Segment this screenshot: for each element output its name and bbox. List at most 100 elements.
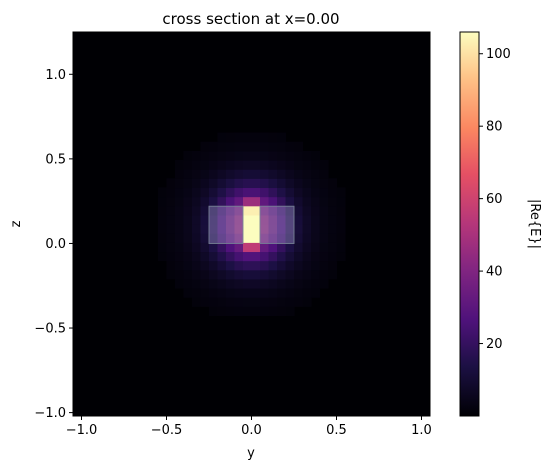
heatmap-cell xyxy=(200,205,210,216)
heatmap-cell xyxy=(268,187,278,198)
heatmap-cell xyxy=(302,233,312,243)
heatmap-cell xyxy=(336,233,346,243)
heatmap-cell xyxy=(311,224,321,234)
heatmap-cell xyxy=(328,260,338,271)
heatmap-cell xyxy=(243,187,253,198)
heatmap-cell xyxy=(294,269,304,280)
heatmap-cell xyxy=(226,288,236,298)
heatmap-cell xyxy=(209,160,219,170)
heatmap-cell xyxy=(209,178,219,189)
x-tick-label: 0.5 xyxy=(326,423,347,438)
heatmap-cell xyxy=(294,205,304,216)
colorbar-tick-label: 100 xyxy=(486,47,511,62)
heatmap-cell xyxy=(175,169,185,179)
heatmap-cell xyxy=(285,288,295,298)
heatmap-cell xyxy=(217,178,227,189)
waveguide-structures xyxy=(208,205,295,244)
heatmap-cell xyxy=(277,196,287,207)
heatmap-cell xyxy=(234,269,244,280)
heatmap-cell xyxy=(260,260,270,271)
heatmap-cell xyxy=(311,150,321,161)
heatmap-cell xyxy=(285,196,295,207)
heatmap-cell xyxy=(175,160,185,170)
heatmap-cell xyxy=(328,187,338,198)
heatmap-cell xyxy=(251,242,261,253)
heatmap-cell xyxy=(192,242,202,253)
heatmap-cell xyxy=(277,278,287,289)
heatmap-cell xyxy=(200,297,210,307)
heatmap-cell xyxy=(268,242,278,253)
heatmap-cell xyxy=(200,196,210,207)
heatmap-cell xyxy=(243,269,253,280)
y-tick-label: −0.5 xyxy=(34,322,66,337)
heatmap-cell xyxy=(268,233,278,243)
heatmap-cell xyxy=(268,251,278,262)
heatmap-cell xyxy=(200,141,210,152)
left-waveguide xyxy=(208,205,244,244)
heatmap-cell xyxy=(192,187,202,198)
y-axis: −1.0 −0.5 0.0 0.5 1.0 xyxy=(34,68,73,421)
heatmap-cell xyxy=(175,178,185,189)
heatmap-cell xyxy=(192,224,202,234)
heatmap-cell xyxy=(251,224,261,234)
heatmap-cell xyxy=(311,260,321,271)
heatmap-cell xyxy=(319,196,329,207)
heatmap-cell xyxy=(243,169,253,179)
heatmap-cell xyxy=(166,269,176,280)
heatmap-cell xyxy=(243,214,253,225)
heatmap-cell xyxy=(285,205,295,216)
heatmap-cell xyxy=(251,132,261,143)
heatmap-cell xyxy=(209,169,219,179)
heatmap-cell xyxy=(226,297,236,307)
heatmap-cell xyxy=(294,242,304,253)
heatmap-cell xyxy=(285,141,295,152)
heatmap-cell xyxy=(294,196,304,207)
right-waveguide xyxy=(259,205,295,244)
heatmap-cell xyxy=(175,242,185,253)
heatmap-cell xyxy=(192,160,202,170)
heatmap-cell xyxy=(319,224,329,234)
heatmap-cell xyxy=(268,205,278,216)
heatmap-cell xyxy=(251,306,261,317)
heatmap-cell xyxy=(183,224,193,234)
heatmap-cell xyxy=(183,269,193,280)
heatmap-cell xyxy=(260,141,270,152)
heatmap-cell xyxy=(209,196,219,207)
heatmap-cell xyxy=(260,251,270,262)
heatmap-cell xyxy=(209,306,219,317)
heatmap-cell xyxy=(251,150,261,161)
heatmap-cell xyxy=(336,187,346,198)
heatmap-cell xyxy=(175,196,185,207)
heatmap-cell xyxy=(302,260,312,271)
heatmap-cell xyxy=(200,224,210,234)
heatmap-cell xyxy=(311,251,321,262)
heatmap-cell xyxy=(319,269,329,280)
heatmap-cell xyxy=(319,160,329,170)
heatmap-cell xyxy=(200,269,210,280)
heatmap-cell xyxy=(251,169,261,179)
heatmap-cell xyxy=(302,196,312,207)
heatmap-cell xyxy=(226,251,236,262)
heatmap-cell xyxy=(226,242,236,253)
heatmap-cell xyxy=(243,297,253,307)
heatmap-cell xyxy=(277,224,287,234)
heatmap-cell xyxy=(217,132,227,143)
heatmap-cell xyxy=(311,196,321,207)
plot-area xyxy=(72,31,431,417)
heatmap-cell xyxy=(243,196,253,207)
heatmap-cell xyxy=(209,205,219,216)
heatmap-cell xyxy=(311,214,321,225)
heatmap-cell xyxy=(260,233,270,243)
heatmap-cell xyxy=(209,260,219,271)
heatmap-cell xyxy=(268,224,278,234)
heatmap-cell xyxy=(285,260,295,271)
heatmap-cell xyxy=(302,187,312,198)
heatmap-cell xyxy=(209,214,219,225)
heatmap-cell xyxy=(311,278,321,289)
heatmap-cell xyxy=(192,251,202,262)
heatmap-cell xyxy=(192,288,202,298)
heatmap-cell xyxy=(175,224,185,234)
heatmap-cell xyxy=(200,178,210,189)
heatmap-cell xyxy=(277,150,287,161)
heatmap-cell xyxy=(234,306,244,317)
